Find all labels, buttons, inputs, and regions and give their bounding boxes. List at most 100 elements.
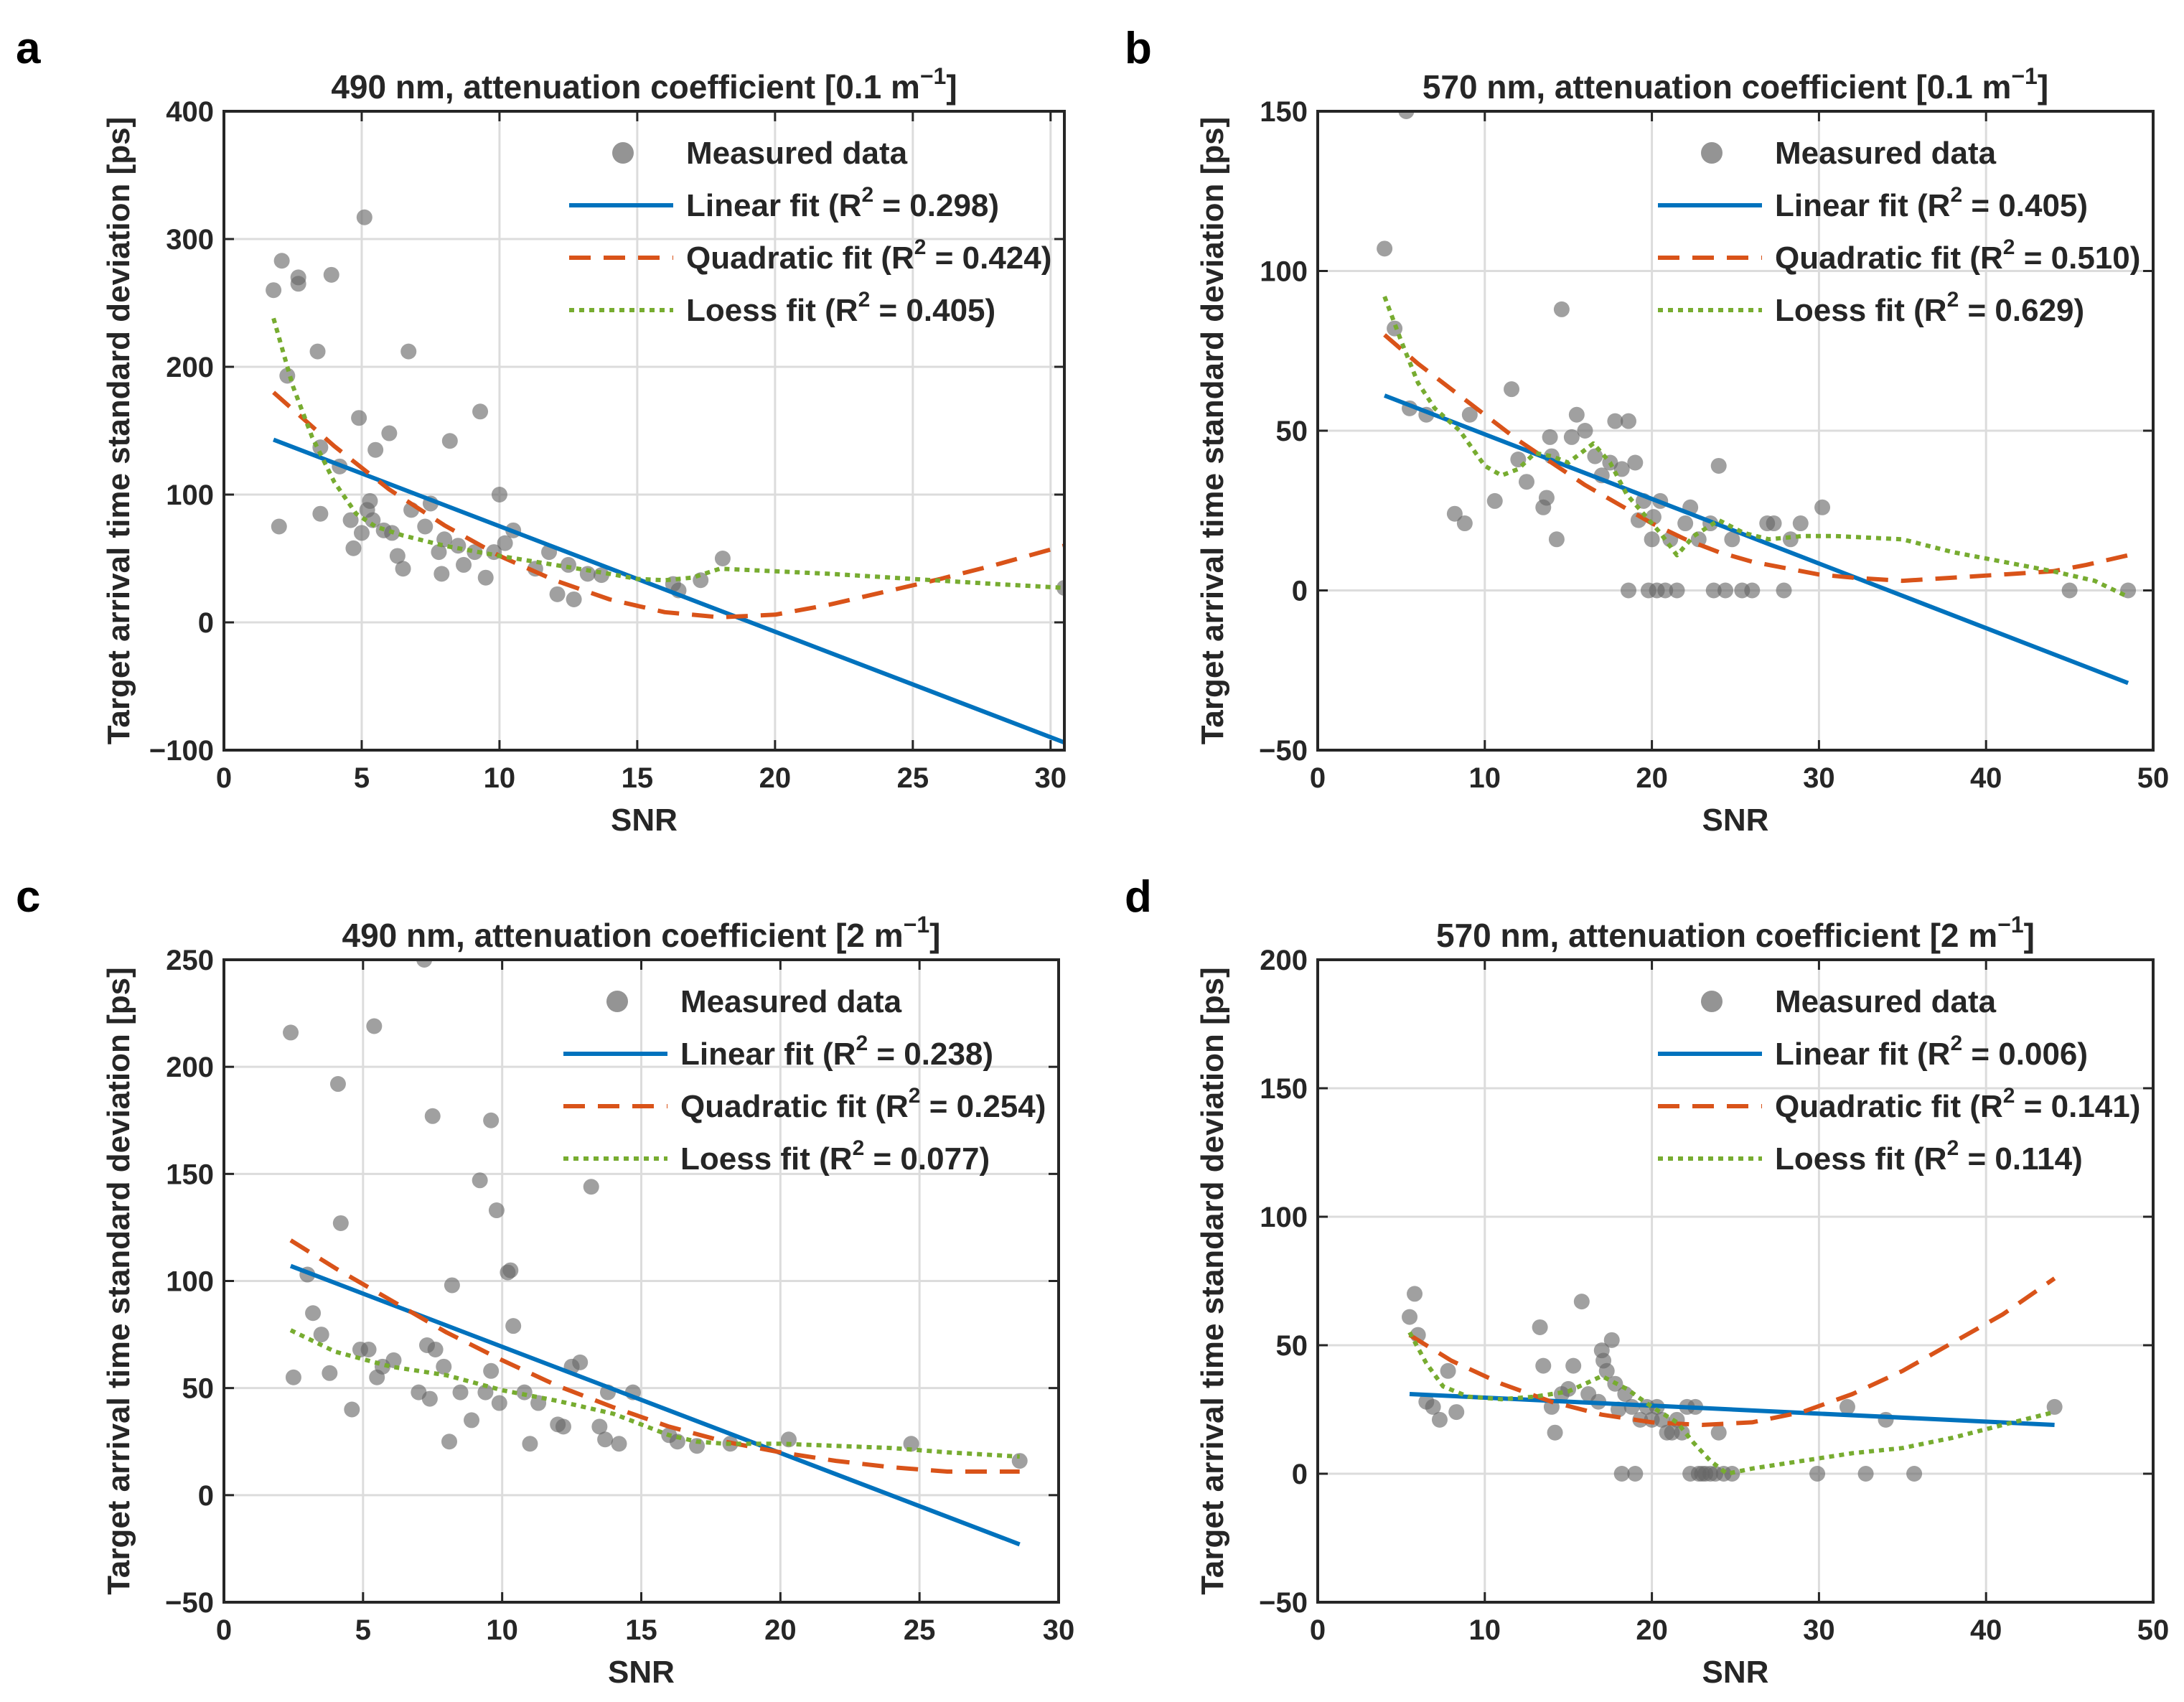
data-point xyxy=(332,1215,349,1231)
x-tick-label: 15 xyxy=(622,762,654,794)
data-point xyxy=(1724,531,1740,548)
data-point xyxy=(431,544,447,561)
data-point xyxy=(591,1418,608,1435)
y-tick-label: 0 xyxy=(1292,576,1308,607)
data-point xyxy=(611,1436,627,1452)
data-point xyxy=(389,548,406,564)
legend-label: Loess fit (R2 = 0.629) xyxy=(1775,288,2084,328)
legend-label: Quadratic fit (R2 = 0.510) xyxy=(1775,235,2140,276)
data-point xyxy=(1402,1309,1418,1325)
y-tick-label: 200 xyxy=(1260,945,1308,976)
data-point xyxy=(579,566,596,582)
data-point xyxy=(424,1108,441,1124)
x-tick-label: 25 xyxy=(897,762,929,794)
y-tick-label: 150 xyxy=(166,1159,214,1190)
legend-label: Loess fit (R2 = 0.077) xyxy=(680,1136,990,1177)
legend-item-linear: Linear fit (R2 = 0.298) xyxy=(569,183,999,223)
data-point xyxy=(271,518,287,535)
y-tick-label: 300 xyxy=(166,224,214,256)
legend-marker-icon xyxy=(1701,991,1723,1012)
legend-label: Linear fit (R2 = 0.298) xyxy=(686,183,999,223)
data-point xyxy=(285,1369,301,1385)
plot-area xyxy=(283,960,1028,1547)
legend-item-linear: Linear fit (R2 = 0.405) xyxy=(1658,183,2088,223)
data-point xyxy=(456,556,472,573)
data-point xyxy=(1542,429,1558,445)
data-point xyxy=(483,1362,500,1379)
y-tick-label: 150 xyxy=(1260,96,1308,128)
y-tick-label: −50 xyxy=(165,1587,214,1619)
legend-item-quadratic: Quadratic fit (R2 = 0.141) xyxy=(1658,1084,2140,1124)
data-point xyxy=(353,525,370,541)
data-point xyxy=(441,433,458,449)
data-point xyxy=(323,266,339,283)
data-point xyxy=(313,1327,329,1343)
legend-item-measured: Measured data xyxy=(1701,136,1997,171)
legend-item-loess: Loess fit (R2 = 0.405) xyxy=(569,288,995,328)
x-tick-label: 0 xyxy=(1310,762,1326,794)
x-tick-label: 5 xyxy=(354,762,370,794)
data-point xyxy=(1857,1466,1874,1482)
data-point xyxy=(549,586,566,602)
plot-area xyxy=(266,209,1064,745)
legend: Measured data Linear fit (R2 = 0.405) Quad… xyxy=(1658,136,2140,328)
data-point xyxy=(1461,406,1478,423)
axes-box xyxy=(222,110,1066,752)
chart-title: 490 nm, attenuation coefficient [2 m−1] xyxy=(342,912,941,954)
x-tick-label: 20 xyxy=(764,1614,797,1646)
data-point xyxy=(362,492,378,509)
legend-item-linear: Linear fit (R2 = 0.238) xyxy=(563,1032,993,1072)
y-tick-label: 200 xyxy=(166,352,214,383)
data-point xyxy=(477,569,494,586)
data-point xyxy=(583,1179,599,1195)
data-point xyxy=(1565,1357,1582,1374)
data-point xyxy=(452,1384,469,1401)
quadratic-fit-line xyxy=(289,1238,1020,1474)
x-tick-label: 0 xyxy=(216,1614,232,1646)
quadratic-fit-line xyxy=(272,391,1064,619)
legend-marker-icon xyxy=(606,991,628,1012)
chart-title: 490 nm, attenuation coefficient [0.1 m−1… xyxy=(331,63,957,106)
data-point xyxy=(283,1024,299,1041)
data-point xyxy=(1814,499,1831,515)
legend-label: Measured data xyxy=(1775,136,1997,171)
data-point xyxy=(1710,1424,1727,1441)
data-point xyxy=(1710,457,1727,474)
data-point xyxy=(472,403,489,420)
legend-item-quadratic: Quadratic fit (R2 = 0.254) xyxy=(563,1084,1046,1124)
y-tick-label: 100 xyxy=(1260,1202,1308,1233)
legend: Measured data Linear fit (R2 = 0.238) Quad… xyxy=(563,984,1046,1177)
legend-label: Measured data xyxy=(1775,984,1997,1019)
y-tick-label: 150 xyxy=(1260,1073,1308,1105)
data-point xyxy=(1560,1380,1577,1397)
x-axis-label: SNR xyxy=(1702,803,1769,838)
data-point xyxy=(1717,582,1734,599)
data-point xyxy=(566,591,582,607)
data-point xyxy=(502,1262,519,1278)
data-point xyxy=(1486,492,1503,509)
data-point xyxy=(1603,1332,1620,1348)
y-tick-label: 100 xyxy=(166,480,214,511)
y-tick-label: −50 xyxy=(1259,735,1308,767)
x-tick-label: 20 xyxy=(1636,1614,1668,1646)
data-point xyxy=(1669,582,1685,599)
x-tick-label: 10 xyxy=(1469,1614,1501,1646)
data-point xyxy=(360,1341,377,1357)
data-point xyxy=(1519,474,1534,490)
legend-label: Measured data xyxy=(686,136,908,171)
x-tick-label: 50 xyxy=(2137,1614,2170,1646)
x-tick-label: 0 xyxy=(216,762,232,794)
data-point xyxy=(1766,515,1782,532)
data-point xyxy=(497,535,513,551)
data-point xyxy=(488,1202,505,1219)
data-point xyxy=(1398,111,1415,119)
data-point xyxy=(477,1384,494,1401)
x-tick-label: 40 xyxy=(1970,1614,2002,1646)
data-point xyxy=(1548,531,1565,548)
data-point xyxy=(1617,1386,1634,1403)
x-tick-label: 25 xyxy=(904,1614,936,1646)
loess-fit-line xyxy=(1382,296,2129,599)
